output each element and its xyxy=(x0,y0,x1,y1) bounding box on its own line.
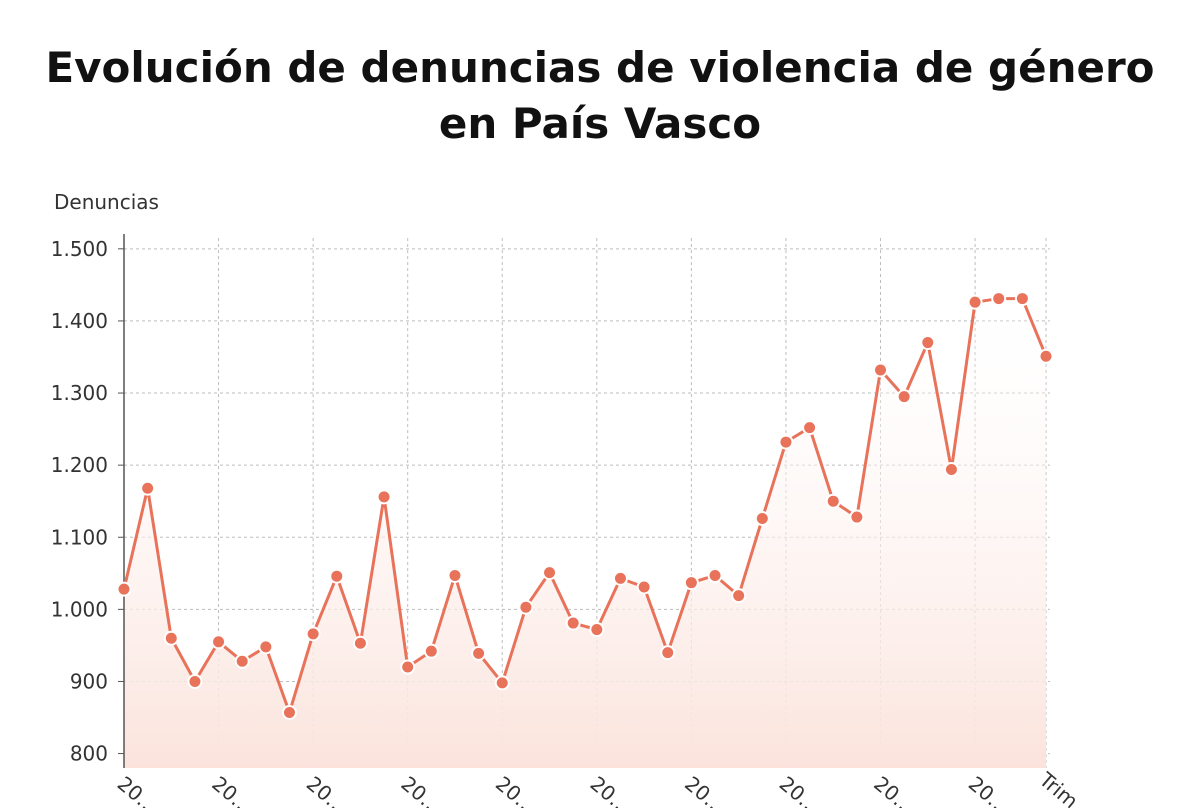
series-line xyxy=(122,297,1048,714)
data-point xyxy=(849,509,865,525)
series-area xyxy=(124,298,1046,768)
data-point xyxy=(281,704,297,720)
y-tick-label: 1.400 xyxy=(51,309,108,333)
x-tick-label: 20… xyxy=(964,771,1014,808)
x-tick-label: Trim xyxy=(1034,767,1083,808)
data-point xyxy=(825,493,841,509)
data-point xyxy=(447,567,463,583)
x-tick-label: 20… xyxy=(113,771,163,808)
data-point xyxy=(660,645,676,661)
data-point xyxy=(211,634,227,650)
data-point xyxy=(305,626,321,642)
data-point xyxy=(873,362,889,378)
data-point xyxy=(187,673,203,689)
data-point xyxy=(683,575,699,591)
data-point xyxy=(636,579,652,595)
y-tick-label: 1.000 xyxy=(51,597,108,621)
data-point xyxy=(258,639,274,655)
data-point xyxy=(376,489,392,505)
x-tick-label: 20… xyxy=(869,771,919,808)
data-point xyxy=(140,480,156,496)
data-point xyxy=(494,675,510,691)
y-tick-label: 1.200 xyxy=(51,453,108,477)
data-point xyxy=(731,588,747,604)
data-point xyxy=(1014,291,1030,307)
data-point xyxy=(967,294,983,310)
x-tick-label: 20… xyxy=(207,771,257,808)
data-point xyxy=(1038,348,1054,364)
x-tick-label: 20… xyxy=(775,771,825,808)
data-point xyxy=(423,643,439,659)
data-point xyxy=(234,653,250,669)
data-point xyxy=(518,599,534,615)
data-point xyxy=(943,461,959,477)
y-tick-label: 800 xyxy=(70,742,108,766)
y-tick-label: 1.300 xyxy=(51,381,108,405)
data-point xyxy=(920,335,936,351)
data-point xyxy=(754,511,770,527)
data-point xyxy=(707,567,723,583)
data-point xyxy=(589,622,605,638)
chart-title-line-2: en País Vasco xyxy=(438,99,762,148)
y-tick-label: 1.500 xyxy=(51,237,108,261)
data-point xyxy=(400,659,416,675)
data-point xyxy=(565,615,581,631)
data-point xyxy=(896,389,912,405)
chart-title-line-1: Evolución de denuncias de violencia de g… xyxy=(45,43,1155,92)
y-axis-label: Denuncias xyxy=(54,190,159,214)
data-point xyxy=(991,291,1007,307)
y-tick-label: 1.100 xyxy=(51,525,108,549)
data-point xyxy=(778,434,794,450)
x-tick-label: 20… xyxy=(491,771,541,808)
y-tick-label: 900 xyxy=(70,669,108,693)
data-point xyxy=(163,630,179,646)
data-point xyxy=(612,570,628,586)
data-point xyxy=(542,565,558,581)
x-tick-label: 20… xyxy=(586,771,636,808)
data-point xyxy=(352,635,368,651)
x-tick-label: 20… xyxy=(302,771,352,808)
data-point xyxy=(116,581,132,597)
chart-title: Evolución de denuncias de violencia de g… xyxy=(0,40,1200,152)
data-point xyxy=(471,645,487,661)
data-point xyxy=(329,568,345,584)
x-tick-label: 20… xyxy=(680,771,730,808)
data-point xyxy=(802,420,818,436)
x-tick-label: 20… xyxy=(396,771,446,808)
